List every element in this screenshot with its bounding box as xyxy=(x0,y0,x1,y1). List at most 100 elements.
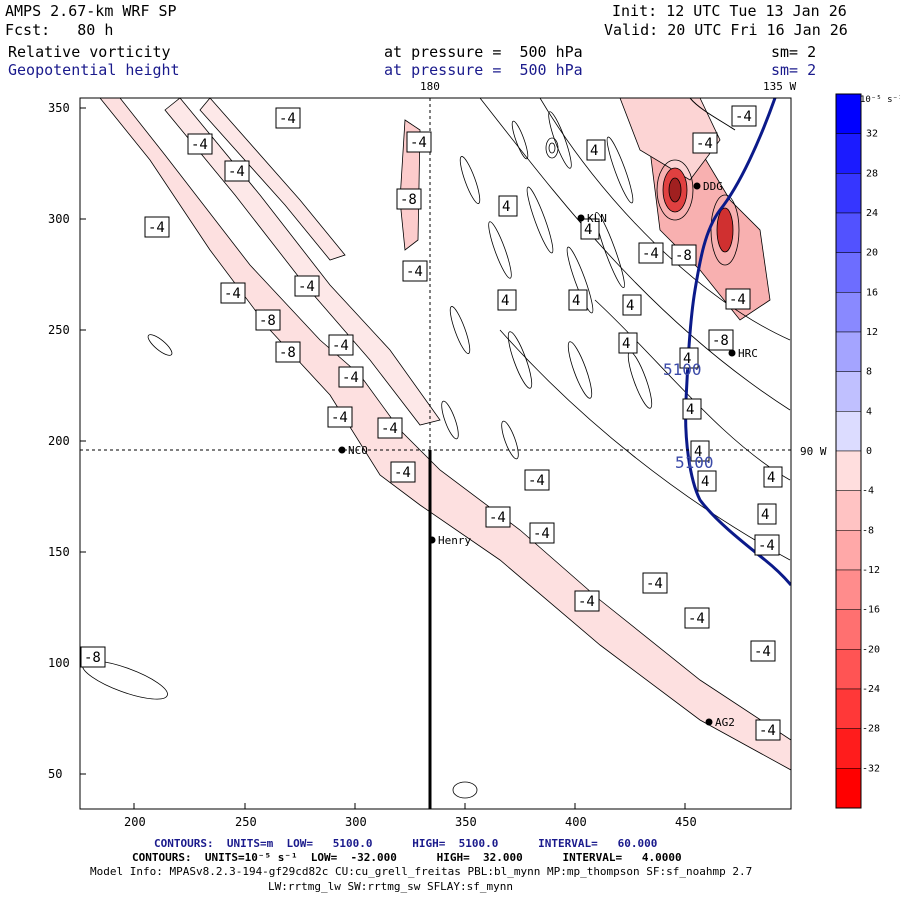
vorticity-label-box xyxy=(294,275,320,297)
vorticity-label: 4 xyxy=(701,474,709,490)
y-tick-label: 50 xyxy=(48,767,62,781)
vorticity-label-box xyxy=(485,506,511,528)
vorticity-label: -4 xyxy=(148,220,165,236)
colorbar-label: -16 xyxy=(862,605,880,616)
colorbar-cell xyxy=(835,609,862,650)
vorticity-label: 4 xyxy=(572,293,580,309)
vorticity-label: -8 xyxy=(675,248,692,264)
vorticity-label: -8 xyxy=(84,650,101,666)
vorticity-label-box xyxy=(574,590,600,612)
colorbar-cell xyxy=(835,688,862,729)
vorticity-label: -4 xyxy=(332,338,349,354)
meridian-label-180: 180 xyxy=(420,80,440,93)
vorticity-label-box xyxy=(750,640,776,662)
vorticity-label-box xyxy=(755,719,781,741)
vorticity-label-box xyxy=(586,139,606,161)
vorticity-label-box xyxy=(390,461,416,483)
footer-physics-info: LW:rrtmg_lw SW:rrtmg_sw SFLAY:sf_mynn xyxy=(268,880,514,893)
vorticity-label: -4 xyxy=(729,292,746,308)
vorticity-core-top xyxy=(619,98,721,181)
vorticity-label: -4 xyxy=(489,510,506,526)
vorticity-label: 4 xyxy=(683,351,691,367)
y-tick-label: 300 xyxy=(48,212,70,226)
vorticity-label-box xyxy=(187,133,213,155)
model-title: AMPS 2.67-km WRF SP xyxy=(5,2,177,20)
vorticity-label-box xyxy=(708,329,734,351)
colorbar-cell xyxy=(835,133,862,174)
vorticity-label-box xyxy=(275,341,301,363)
colorbar-cell xyxy=(835,569,862,610)
station-label-ag2: AG2 xyxy=(715,716,735,729)
vorticity-label-box xyxy=(690,440,710,462)
field2-smoothing: sm= 2 xyxy=(771,61,817,79)
x-tick-label: 450 xyxy=(675,815,697,829)
vorticity-label: -4 xyxy=(642,246,659,262)
colorbar-label: -4 xyxy=(862,486,874,497)
station-marker xyxy=(705,718,713,726)
vorticity-label: -8 xyxy=(712,333,729,349)
colorbar-label: 32 xyxy=(866,129,878,140)
field1-smoothing: sm= 2 xyxy=(771,43,817,61)
colorbar-label: 8 xyxy=(866,367,872,378)
vorticity-label: -4 xyxy=(191,137,208,153)
vorticity-label: 4 xyxy=(590,143,598,159)
vorticity-label: -4 xyxy=(696,136,713,152)
colorbar-cell xyxy=(835,728,862,769)
colorbar-label: 4 xyxy=(866,406,872,417)
station-label-hrc: HRC xyxy=(738,347,758,360)
vorticity-label-box xyxy=(622,294,642,316)
station-label-nco: NCO xyxy=(348,444,368,457)
vorticity-label-box xyxy=(377,417,403,439)
vorticity-label-box xyxy=(580,218,600,240)
y-tick-label: 350 xyxy=(48,101,70,115)
field2-level: at pressure = 500 hPa xyxy=(384,61,583,79)
vorticity-label: -4 xyxy=(279,111,296,127)
station-label-henry: Henry xyxy=(438,534,471,547)
vorticity-label: -4 xyxy=(224,286,241,302)
vorticity-label-box xyxy=(338,366,364,388)
vorticity-label: -4 xyxy=(298,279,315,295)
vorticity-label: -4 xyxy=(688,611,705,627)
vorticity-label-box xyxy=(692,132,718,154)
vorticity-label: -4 xyxy=(578,594,595,610)
vorticity-label-box xyxy=(763,466,783,488)
vorticity-label-box xyxy=(638,242,664,264)
colorbar-cell xyxy=(835,768,862,809)
vorticity-label: -4 xyxy=(646,576,663,592)
station-label-ddg: DDG xyxy=(703,180,723,193)
vorticity-label: -4 xyxy=(533,526,550,542)
vorticity-label: -8 xyxy=(279,345,296,361)
forecast-hour: Fcst: 80 h xyxy=(5,21,114,39)
colorbar-label: -20 xyxy=(862,644,880,655)
colorbar-units: 10⁻⁵ s⁻¹ xyxy=(860,95,900,105)
vorticity-band-top xyxy=(199,98,346,261)
height-label-2: 5100 xyxy=(675,453,714,472)
vorticity-label-box xyxy=(497,289,517,311)
vorticity-label-box xyxy=(224,160,250,182)
x-tick-label: 350 xyxy=(455,815,477,829)
colorbar-cell xyxy=(835,173,862,214)
station-marker xyxy=(693,182,701,190)
vorticity-label-box xyxy=(396,188,422,210)
colorbar-cell xyxy=(835,411,862,452)
vorticity-label-box xyxy=(731,105,757,127)
vorticity-label-box xyxy=(682,398,702,420)
colorbar-cell xyxy=(835,530,862,571)
field1-level: at pressure = 500 hPa xyxy=(384,43,583,61)
colorbar-label: 12 xyxy=(866,327,878,338)
vorticity-label: 4 xyxy=(626,298,634,314)
colorbar-label: 28 xyxy=(866,168,878,179)
vorticity-label: 4 xyxy=(686,402,694,418)
colorbar-cell xyxy=(835,331,862,372)
colorbar-label: 24 xyxy=(866,208,878,219)
vorticity-label-box xyxy=(757,503,777,525)
vorticity-label-box xyxy=(144,216,170,238)
station-marker xyxy=(428,536,436,544)
vorticity-label: 4 xyxy=(584,222,592,238)
init-time: Init: 12 UTC Tue 13 Jan 26 xyxy=(612,2,847,20)
y-tick-label: 150 xyxy=(48,545,70,559)
vorticity-label-box xyxy=(328,334,354,356)
vorticity-label-box xyxy=(529,522,555,544)
vorticity-label: -4 xyxy=(228,164,245,180)
